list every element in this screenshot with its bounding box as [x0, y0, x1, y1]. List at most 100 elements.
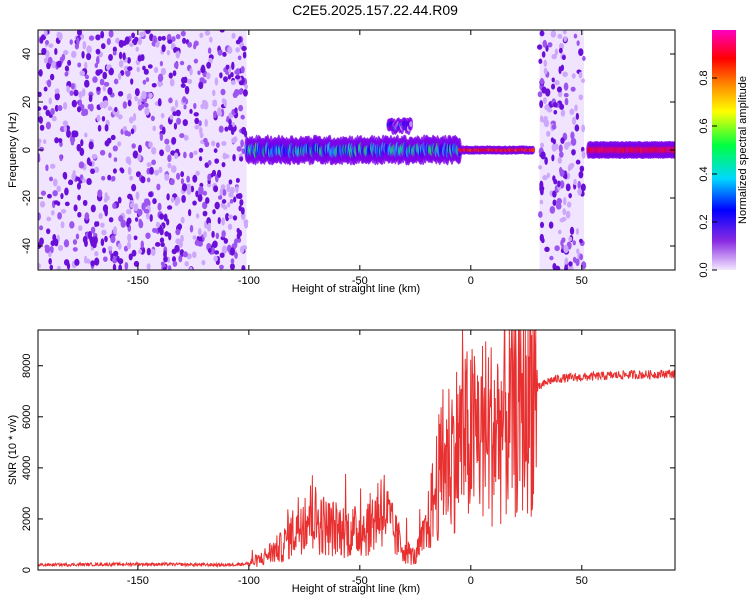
spectrogram-speckle — [104, 124, 109, 132]
spectrogram-speckle — [221, 245, 228, 254]
spectrogram-speckle — [213, 110, 217, 119]
spectrogram-speckle — [135, 46, 139, 52]
spectrogram-speckle — [204, 118, 208, 127]
spectrogram-speckle — [244, 221, 249, 229]
spectrogram-speckle — [137, 144, 143, 153]
spectrogram-speckle — [195, 170, 200, 176]
spectrogram-speckle — [580, 183, 586, 192]
spectrogram-speckle — [63, 102, 68, 110]
spectrogram-speckle — [241, 264, 246, 270]
spectrogram-speckle — [198, 156, 203, 162]
spectrogram-speckle — [539, 77, 545, 85]
spectrogram-speckle — [97, 124, 102, 132]
spectrogram-speckle — [551, 83, 556, 90]
spectrogram-speckle — [537, 91, 543, 98]
spectrogram-speckle — [207, 160, 212, 166]
spectrogram-speckle — [166, 205, 173, 210]
spectrogram-speckle — [38, 212, 41, 221]
spectrogram-speckle — [171, 136, 177, 145]
spectrogram-speckle — [190, 185, 195, 193]
snr-xlabel: Height of straight line (km) — [292, 583, 420, 595]
spectrogram-speckle — [81, 51, 85, 59]
spectrogram-speckle — [182, 251, 188, 258]
spectrogram-speckle — [92, 242, 97, 249]
spectrogram-speckle — [150, 248, 156, 256]
spectrogram-speckle — [201, 99, 208, 105]
spectrogram-speckle — [118, 264, 123, 270]
y-tick-label: 0 — [21, 147, 33, 153]
spectrogram-speckle — [128, 253, 133, 261]
spectrogram-speckle — [554, 245, 560, 252]
spectrogram-speckle — [129, 175, 134, 181]
spectrogram-speckle — [224, 126, 229, 132]
spectrogram-speckle — [153, 169, 160, 176]
spectrogram-speckle — [114, 106, 118, 113]
spectrogram-speckle — [187, 41, 192, 48]
spectrogram-speckle — [95, 56, 100, 65]
spectrogram-speckle — [231, 61, 235, 71]
spectrogram-speckle — [138, 218, 143, 226]
spectrogram-speckle — [563, 82, 569, 91]
spectrogram-speckle — [189, 224, 194, 233]
spectrogram-speckle — [227, 46, 233, 54]
spectrogram-speckle — [235, 177, 240, 183]
spectrogram-speckle — [91, 153, 98, 160]
spectrogram-speckle — [224, 154, 230, 159]
spectrogram-speckle — [159, 81, 164, 87]
spectrogram-speckle — [539, 180, 544, 189]
spectrogram-speckle — [47, 56, 53, 64]
spectrogram-speckle — [553, 109, 558, 115]
spectrogram-speckle — [129, 42, 134, 47]
spectrogram-speckle — [581, 124, 586, 133]
spectrogram-speckle — [84, 74, 90, 80]
spectrogram-speckle — [545, 88, 551, 97]
spectrogram-speckle — [207, 47, 212, 54]
spectrogram-speckle — [238, 104, 244, 112]
spectrogram-speckle — [152, 227, 158, 233]
spectrogram-speckle — [194, 117, 200, 125]
spectrogram-speckle — [214, 250, 220, 255]
spectrogram-speckle — [69, 90, 74, 96]
spectrogram-speckle — [211, 230, 215, 238]
spectrogram-speckle — [126, 57, 131, 64]
spectrogram-speckle — [145, 77, 150, 83]
spectrogram-speckle — [131, 32, 136, 39]
spectrogram-speckle — [103, 100, 109, 108]
spectrogram-speckle — [69, 221, 75, 229]
spectrogram-speckle — [552, 199, 557, 206]
spectrogram-speckle — [548, 221, 554, 229]
spectrogram-speckle — [178, 254, 183, 263]
spectrogram-speckle — [160, 113, 165, 119]
spectrogram-speckle — [76, 30, 82, 36]
spectrogram-speckle — [168, 97, 173, 104]
spectrogram-speckle — [52, 115, 57, 122]
spectrogram-speckle — [159, 237, 165, 244]
spectrogram-speckle — [146, 162, 152, 168]
spectrogram-speckle — [164, 173, 170, 181]
spectrogram-speckle — [98, 212, 103, 220]
spectrogram-speckle — [166, 49, 171, 56]
spectrogram-region-3 — [457, 145, 536, 155]
spectrogram-speckle — [204, 30, 211, 36]
spectrogram-speckle — [64, 201, 70, 207]
spectrogram-speckle — [38, 155, 41, 163]
spectrogram-speckle — [158, 166, 163, 174]
spectrogram-speckle — [146, 247, 151, 256]
spectrogram-speckle — [63, 259, 70, 266]
spectrogram-speckle — [38, 146, 45, 152]
spectrogram-speckle — [38, 142, 41, 148]
colorbar-tick-label: 0.4 — [698, 166, 710, 181]
spectrogram-speckle — [78, 99, 83, 108]
spectrogram-speckle — [122, 101, 128, 109]
spectrogram-speckle — [81, 88, 86, 97]
spectrogram-speckle — [227, 74, 232, 80]
spectrogram-speckle — [67, 59, 72, 66]
spectrogram-speckle — [82, 41, 87, 50]
spectrogram-speckle — [563, 244, 569, 254]
spectrogram-speckle — [96, 114, 101, 122]
spectrogram-speckle — [151, 146, 157, 155]
spectrogram-speckle — [577, 180, 581, 190]
colorbar-tick-label: 0.8 — [698, 70, 710, 85]
spectrogram-speckle — [140, 176, 146, 184]
spectrogram-speckle — [580, 78, 585, 84]
